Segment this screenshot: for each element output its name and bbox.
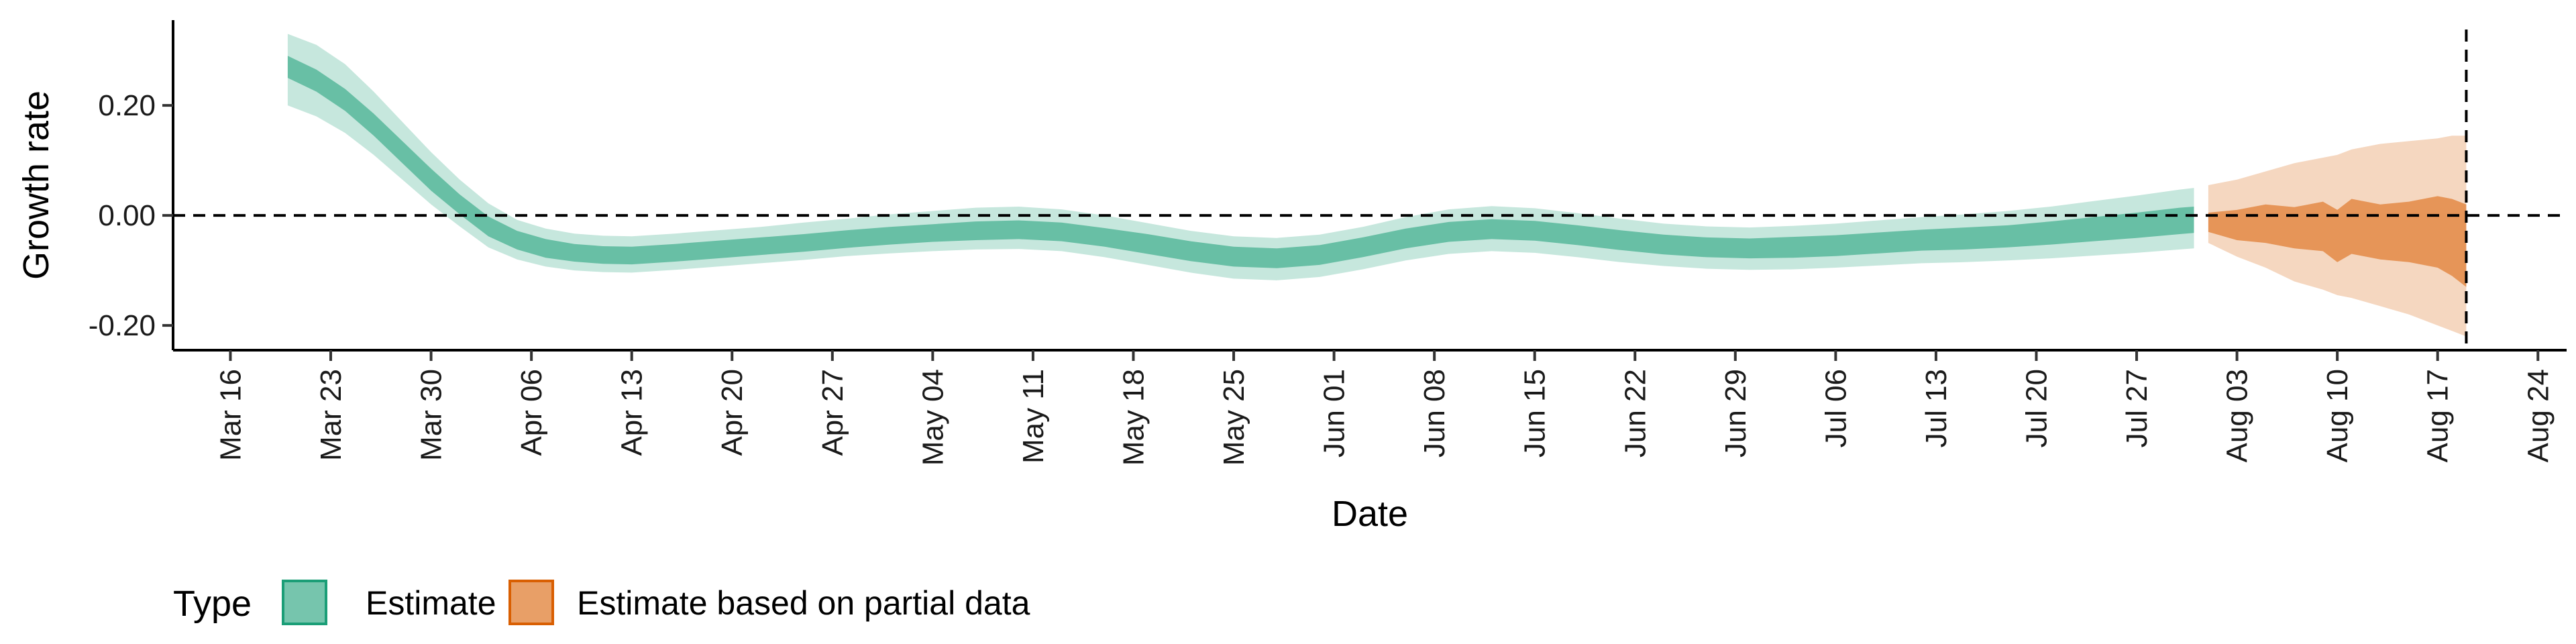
x-tick-label: Apr 20 [716,369,749,456]
x-tick-label: Aug 03 [2221,369,2254,462]
legend-label-estimate: Estimate [366,584,496,622]
y-axis-title: Growth rate [16,91,56,280]
legend-title: Type [173,584,252,624]
estimate-band-90 [287,34,2194,280]
x-tick-label: Apr 27 [816,369,849,456]
x-tick-label: Mar 16 [215,369,248,461]
x-tick-label: Apr 06 [515,369,548,456]
estimate-based-on-partial-data-band-50 [2208,196,2467,287]
x-tick-label: May 11 [1017,369,1050,464]
x-tick-label: Apr 13 [616,369,649,456]
x-axis-title: Date [1332,494,1408,534]
x-tick-label: Aug 24 [2522,369,2555,462]
x-tick-label: Mar 30 [415,369,448,461]
legend-label-partial-estimate: Estimate based on partial data [577,584,1030,622]
x-tick-label: Jun 15 [1519,369,1552,458]
x-tick-label: Jun 29 [1719,369,1752,458]
y-axis-ticks: -0.20 0.00 0.20 [89,89,173,342]
x-tick-label: Jun 08 [1418,369,1451,458]
ribbon-layer [287,34,2467,337]
y-tick-label: 0.00 [98,199,156,232]
x-tick-label: May 04 [916,369,949,466]
x-axis-ticks: Mar 16 Mar 23 Mar 30 Apr 06 Apr 13 Apr 20 Apr … [215,350,2555,466]
y-tick-label: 0.20 [98,89,156,122]
x-tick-label: Mar 23 [315,369,347,461]
reference-lines [173,30,2567,350]
legend-key-partial-estimate [508,580,554,625]
legend-key-estimate [282,580,327,625]
x-tick-label: Aug 17 [2422,369,2455,462]
x-tick-label: Jul 20 [2021,369,2053,447]
x-tick-label: May 25 [1218,369,1250,466]
x-tick-label: Aug 10 [2321,369,2354,462]
x-tick-label: Jul 13 [1920,369,1953,447]
x-tick-label: Jun 22 [1619,369,1652,458]
x-tick-label: Jul 06 [1819,369,1852,447]
axes [172,20,2567,352]
x-tick-label: Jul 27 [2121,369,2153,447]
x-tick-label: May 18 [1118,369,1150,466]
legend: Type Estimate Estimate based on partial … [173,580,1030,625]
estimate-band-50 [287,56,2194,268]
x-tick-label: Jun 01 [1318,369,1351,458]
y-tick-label: -0.20 [89,309,156,342]
